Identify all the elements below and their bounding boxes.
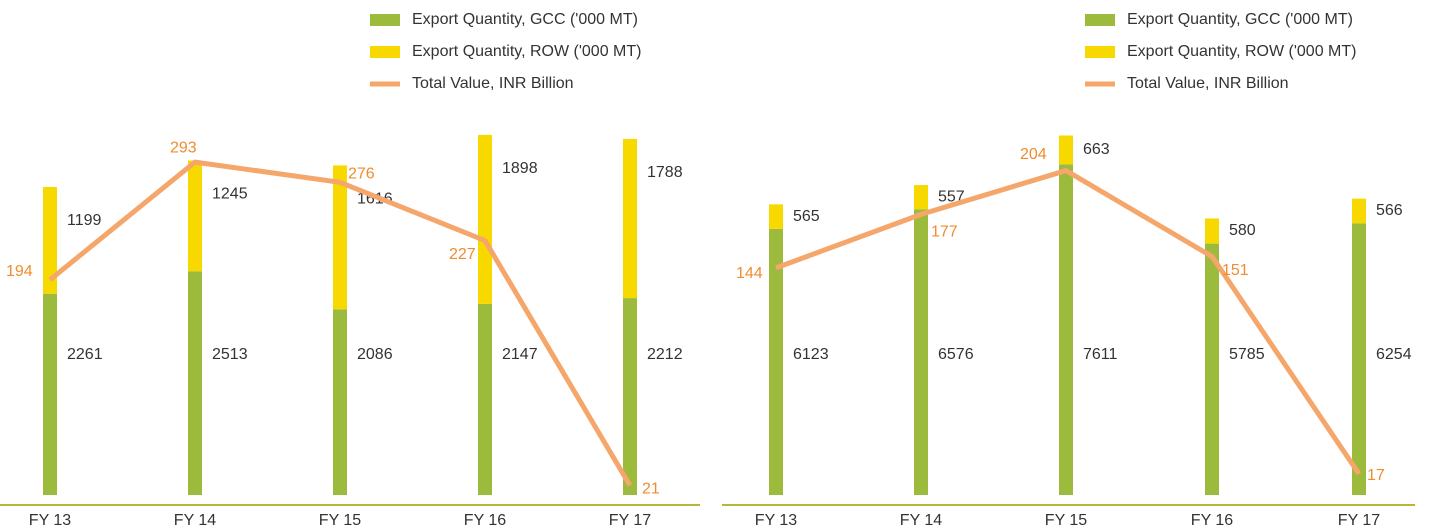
x-tick-label: FY 16 [464, 512, 507, 529]
bar-segment [769, 228, 783, 495]
x-tick-label: FY 14 [174, 512, 217, 529]
x-tick-label: FY 14 [900, 512, 943, 529]
data-label: 2212 [647, 346, 683, 363]
legend-label: Total Value, INR Billion [412, 75, 574, 92]
legend-swatch [1085, 46, 1115, 58]
data-label: 5785 [1229, 346, 1265, 363]
bar-segment [1352, 223, 1366, 495]
line-series [775, 168, 1362, 476]
data-label: 6123 [793, 346, 829, 363]
legend-label: Export Quantity, GCC ('000 MT) [412, 11, 638, 28]
legend-label: Total Value, INR Billion [1127, 75, 1289, 92]
bar-segment [914, 209, 928, 495]
bar-segment [914, 185, 928, 210]
legend-label: Export Quantity, ROW ('000 MT) [1127, 43, 1356, 60]
data-label: 2147 [502, 346, 538, 363]
data-label: 6576 [938, 346, 974, 363]
bar-segment [478, 303, 492, 495]
line-data-label: 276 [348, 166, 375, 183]
line-data-label: 194 [6, 263, 33, 280]
bar-segment [623, 298, 637, 495]
data-label: 1898 [502, 160, 538, 177]
legend-label: Export Quantity, GCC ('000 MT) [1127, 11, 1353, 28]
data-label: 1245 [212, 186, 248, 203]
line-data-label: 17 [1367, 467, 1385, 484]
legend-swatch [1085, 81, 1115, 87]
bar-segment [333, 165, 347, 310]
line-data-label: 204 [1020, 146, 1047, 163]
data-label: 7611 [1083, 346, 1118, 363]
bar-segment [1205, 218, 1219, 244]
data-label: 1788 [647, 164, 683, 181]
data-label: 565 [793, 208, 820, 225]
line-data-label: 151 [1222, 262, 1249, 279]
x-tick-label: FY 13 [29, 512, 72, 529]
bar-segment [1352, 198, 1366, 224]
bar-segment [1205, 243, 1219, 495]
data-label: 2261 [67, 346, 103, 363]
data-label: 2086 [357, 346, 393, 363]
data-label: 663 [1083, 141, 1110, 158]
line-data-label: 293 [170, 139, 197, 156]
line-data-label: 21 [642, 481, 660, 498]
data-label: 1199 [67, 212, 102, 229]
data-label: 580 [1229, 222, 1256, 239]
bar-segment [478, 134, 492, 304]
data-label: 566 [1376, 202, 1403, 219]
x-tick-label: FY 13 [755, 512, 798, 529]
bar-segment [333, 309, 347, 495]
legend-swatch [370, 14, 400, 26]
x-tick-label: FY 15 [1045, 512, 1088, 529]
bar-segment [43, 186, 57, 294]
x-tick-label: FY 17 [1338, 512, 1381, 529]
x-tick-label: FY 17 [609, 512, 652, 529]
bar-segment [623, 138, 637, 299]
bar-segment [1059, 164, 1073, 495]
legend-swatch [370, 46, 400, 58]
line-data-label: 177 [931, 224, 958, 241]
data-label: 2513 [212, 346, 248, 363]
legend-swatch [370, 81, 400, 87]
line-series [48, 159, 633, 487]
bar-segment [769, 204, 783, 229]
bar-segment [188, 271, 202, 495]
line-data-label: 144 [736, 265, 763, 282]
line-data-label: 227 [449, 246, 476, 263]
bar-segment [188, 160, 202, 272]
x-tick-label: FY 15 [319, 512, 362, 529]
data-label: 6254 [1376, 346, 1412, 363]
bar-segment [43, 293, 57, 495]
legend-swatch [1085, 14, 1115, 26]
bar-segment [1059, 135, 1073, 165]
x-tick-label: FY 16 [1191, 512, 1234, 529]
legend-label: Export Quantity, ROW ('000 MT) [412, 43, 641, 60]
